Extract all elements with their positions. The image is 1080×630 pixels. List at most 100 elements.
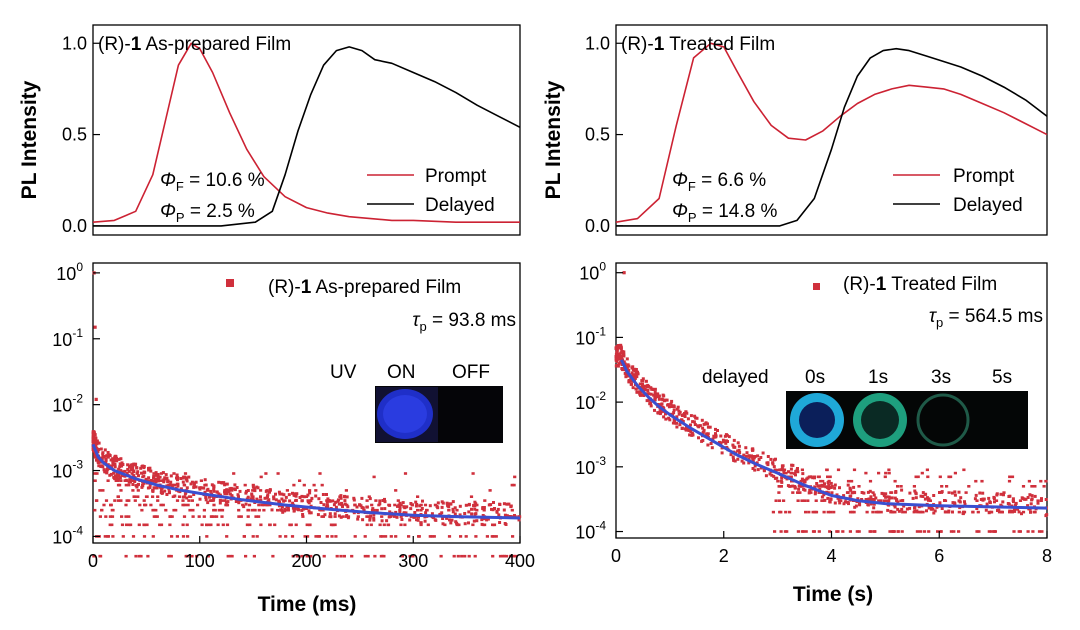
uv-off-label: OFF [452, 362, 490, 383]
decay-point [294, 498, 298, 502]
decay-point [873, 530, 877, 533]
legend-prompt-label: Prompt [953, 166, 1015, 187]
decay-point [378, 523, 382, 527]
decay-point [675, 425, 679, 429]
time-label-5s: 5s [992, 367, 1012, 388]
decay-point [366, 554, 370, 558]
decay-point [156, 479, 160, 483]
decay-point [886, 495, 890, 499]
decay-point [255, 497, 259, 501]
decay-point [483, 499, 487, 502]
decay-point [807, 491, 811, 495]
decay-point [230, 554, 234, 558]
decay-point [656, 411, 660, 415]
decay-point [380, 519, 384, 523]
decay-point [872, 506, 876, 510]
decay-point [675, 415, 679, 419]
decay-point [475, 519, 479, 523]
decay-point [98, 515, 102, 518]
decay-point [217, 480, 221, 484]
decay-point [111, 463, 115, 467]
fit-curve [91, 443, 521, 520]
decay-point [96, 441, 100, 445]
y-tick-label: 10-1 [52, 326, 83, 350]
decay-point [212, 515, 216, 518]
decay-point [342, 554, 346, 558]
decay-point [667, 405, 671, 409]
decay-point [848, 530, 852, 533]
decay-point [274, 492, 277, 496]
decay-point [1039, 499, 1043, 502]
decay-point [664, 417, 668, 421]
decay-point [454, 520, 458, 524]
decay-point [706, 443, 710, 447]
decay-point [507, 502, 511, 506]
decay-point [977, 530, 981, 533]
decay-point [356, 517, 360, 521]
decay-point [114, 479, 118, 482]
decay-point [914, 491, 918, 495]
decay-point [314, 535, 318, 538]
decay-left-lifetime: τp = 93.8 ms [412, 310, 516, 334]
decay-point [809, 475, 813, 479]
decay-point [411, 503, 414, 507]
decay-point [653, 408, 656, 412]
decay-point [265, 496, 269, 500]
decay-point [896, 485, 900, 488]
decay-point [671, 421, 675, 425]
decay-point [747, 461, 751, 465]
decay-point [170, 515, 174, 518]
decay-point [159, 503, 163, 507]
decay-point [471, 472, 475, 475]
decay-point [683, 412, 686, 415]
decay-point [833, 486, 837, 490]
decay-point [911, 496, 915, 500]
decay-point [102, 468, 106, 472]
decay-point [339, 494, 343, 498]
decay-point [297, 508, 301, 512]
decay-point [330, 523, 334, 527]
decay-point [500, 554, 504, 558]
decay-point [517, 518, 521, 522]
decay-point [318, 472, 322, 475]
decay-point [301, 513, 305, 516]
decay-point [102, 503, 106, 507]
decay-point [126, 463, 130, 467]
decay-point [327, 499, 331, 502]
y-tick-label: 0.0 [585, 216, 610, 236]
decay-point [250, 494, 254, 498]
decay-point [369, 523, 373, 527]
decay-point [175, 473, 179, 477]
decay-point [192, 493, 196, 496]
decay-point [1014, 503, 1017, 507]
decay-point [350, 554, 354, 558]
decay-point [111, 508, 115, 512]
decay-point [116, 495, 120, 498]
decay-point [135, 466, 139, 470]
decay-point [383, 497, 386, 501]
decay-point [169, 480, 173, 484]
decay-point [409, 502, 413, 505]
decay-point [142, 499, 146, 502]
spectra-left-panel: 0.0 0.5 1.0 (R)-1 As-prepared Film ΦF = 10… [62, 24, 521, 236]
decay-point [284, 535, 288, 538]
decay-point [800, 530, 804, 533]
decay-point [684, 428, 688, 432]
decay-point [848, 510, 853, 514]
decay-point [773, 476, 777, 480]
decay-point [365, 505, 369, 509]
decay-point [276, 472, 280, 475]
decay-point [786, 484, 790, 488]
decay-point [94, 437, 98, 441]
decay-point [641, 383, 644, 386]
decay-point [175, 499, 180, 502]
decay-point [1044, 498, 1048, 501]
decay-point [684, 410, 688, 414]
decay-point [416, 495, 420, 498]
decay-point [290, 535, 295, 538]
decay-point [744, 446, 748, 450]
decay-point [132, 470, 136, 474]
decay-point [137, 523, 141, 527]
decay-point [689, 423, 692, 427]
decay-point [360, 496, 364, 500]
